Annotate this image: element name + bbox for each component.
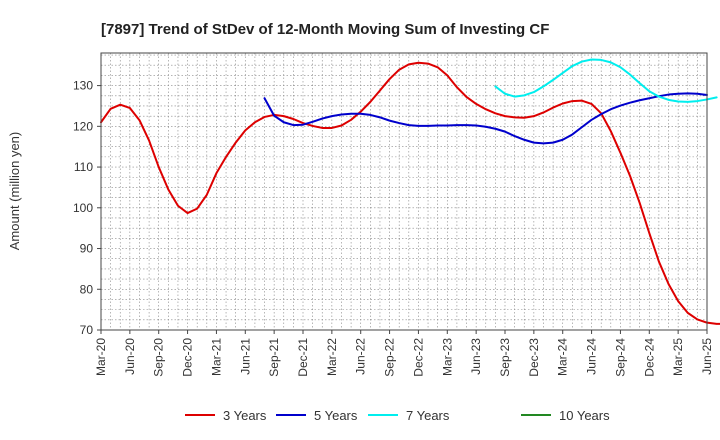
x-tick-label: Jun-23	[469, 338, 483, 375]
x-tick-label: Dec-22	[411, 338, 425, 377]
x-tick-label: Mar-22	[325, 338, 339, 376]
legend-label-5-years: 5 Years	[314, 408, 358, 423]
x-tick-label: Sep-21	[267, 338, 281, 377]
series-line-7-years	[494, 58, 718, 103]
x-tick-label: Jun-24	[585, 338, 599, 375]
grid	[100, 53, 708, 331]
y-tick-label: 90	[80, 242, 94, 256]
x-tick-label: Dec-20	[181, 338, 195, 377]
x-tick-label: Jun-20	[123, 338, 137, 375]
x-tick-label: Sep-23	[498, 338, 512, 377]
x-tick-label: Sep-24	[613, 338, 627, 377]
y-tick-label: 110	[74, 160, 93, 174]
y-axis-label: Amount (million yen)	[7, 132, 22, 251]
y-tick-label: 70	[80, 323, 94, 337]
series-lines	[100, 58, 720, 325]
y-tick-label: 130	[73, 79, 93, 93]
x-tick-label: Mar-25	[671, 338, 685, 376]
plot-frame	[100, 52, 708, 331]
legend-label-3-years: 3 Years	[223, 408, 267, 423]
legend-label-10-years: 10 Years	[559, 408, 610, 423]
series-line-5-years	[263, 92, 708, 145]
y-tick-label: 80	[80, 282, 94, 296]
x-tick-label: Dec-21	[296, 338, 310, 377]
x-tick-label: Mar-23	[440, 338, 454, 376]
x-tick-label: Jun-25	[700, 338, 714, 375]
x-tick-label: Jun-21	[238, 338, 252, 375]
x-tick-label: Sep-22	[383, 338, 397, 377]
series-line-3-years	[100, 61, 720, 325]
legend: 3 Years 5 Years 7 Years 10 Years	[185, 408, 610, 423]
x-tick-label: Mar-24	[556, 338, 570, 376]
y-tick-label: 100	[73, 201, 93, 215]
legend-label-7-years: 7 Years	[406, 408, 450, 423]
x-tick-label: Sep-20	[152, 338, 166, 377]
chart-title: [7897] Trend of StDev of 12-Month Moving…	[101, 21, 549, 38]
x-tick-label: Dec-23	[527, 338, 541, 377]
y-axis-ticks: 70 80 90 100 110 120 130	[73, 79, 101, 337]
x-tick-label: Mar-21	[209, 338, 223, 376]
x-tick-label: Mar-20	[94, 338, 108, 376]
x-axis-ticks: Mar-20 Jun-20 Sep-20 Dec-20 Mar-21 Jun-21 Sep-…	[94, 330, 714, 377]
y-tick-label: 120	[73, 119, 93, 133]
x-tick-label: Dec-24	[642, 338, 656, 377]
x-tick-label: Jun-22	[354, 338, 368, 375]
